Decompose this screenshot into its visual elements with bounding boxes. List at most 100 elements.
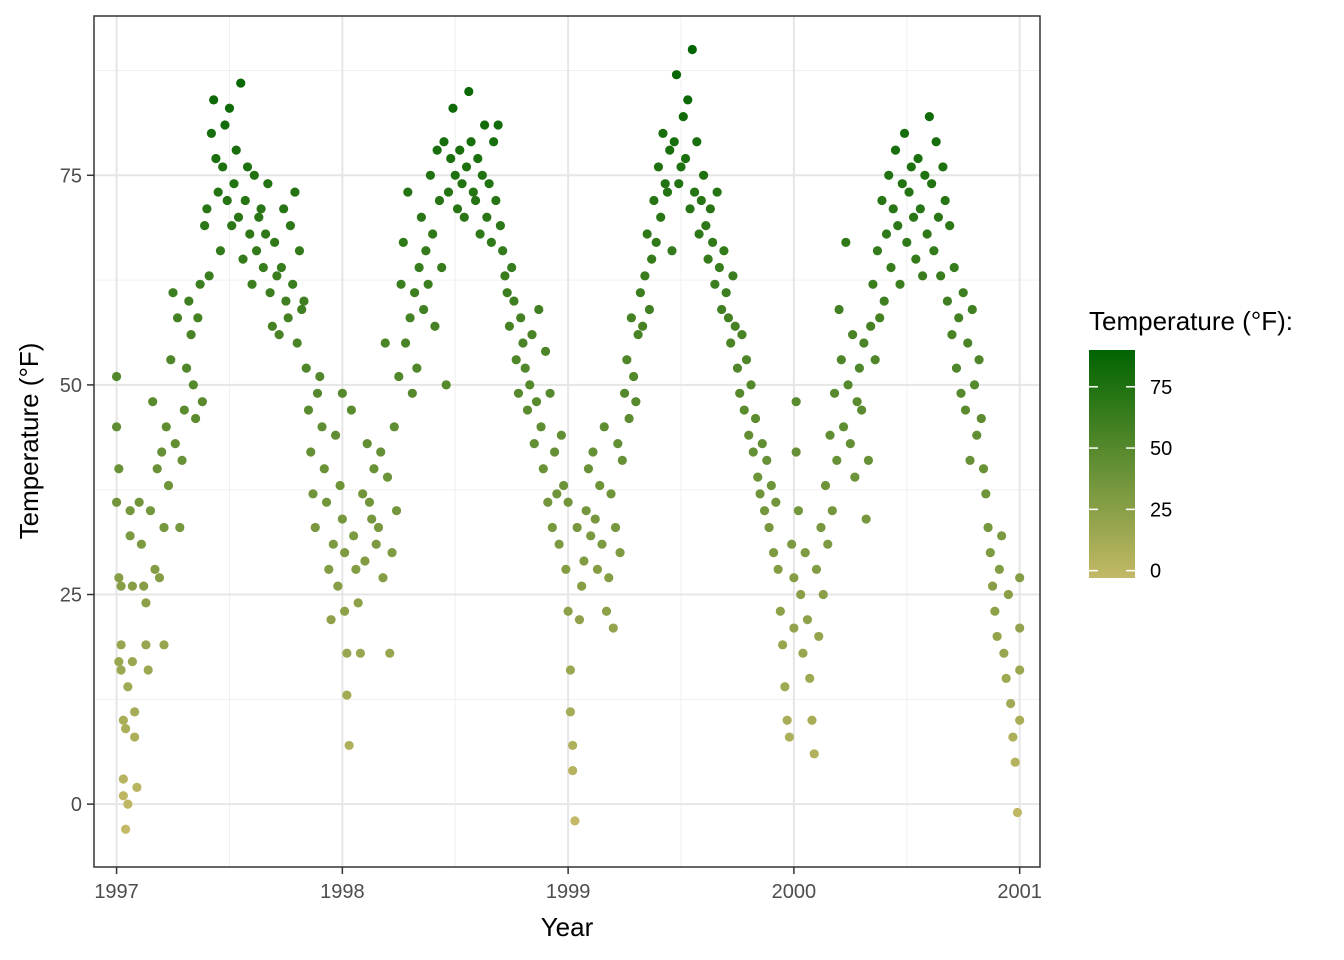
data-point xyxy=(159,522,169,533)
data-point xyxy=(489,137,499,147)
data-point xyxy=(215,246,226,256)
data-point xyxy=(111,371,122,382)
data-point xyxy=(872,246,883,256)
data-point xyxy=(841,237,851,247)
data-point xyxy=(793,506,804,516)
data-point xyxy=(999,648,1009,658)
data-point xyxy=(879,296,889,306)
data-point xyxy=(224,103,235,113)
data-point xyxy=(152,464,162,474)
data-point xyxy=(353,598,363,608)
data-point xyxy=(206,128,217,138)
data-point xyxy=(965,455,975,465)
data-point xyxy=(884,170,894,180)
data-point xyxy=(954,313,964,323)
data-point xyxy=(820,480,831,491)
data-point xyxy=(527,330,537,340)
data-point xyxy=(326,615,336,625)
data-point xyxy=(520,363,530,373)
data-point xyxy=(263,179,273,189)
data-point xyxy=(689,187,700,197)
data-point xyxy=(852,397,862,407)
data-point xyxy=(260,229,271,239)
data-point xyxy=(136,539,147,549)
data-point xyxy=(800,547,810,558)
data-point xyxy=(432,145,442,155)
data-point xyxy=(938,162,948,172)
data-point xyxy=(629,371,639,382)
data-point xyxy=(868,279,878,289)
data-point xyxy=(315,371,325,382)
data-point xyxy=(586,531,596,541)
data-point xyxy=(536,422,546,432)
data-point xyxy=(969,380,980,390)
data-point xyxy=(405,313,415,323)
data-point xyxy=(610,522,621,533)
data-point xyxy=(290,187,300,197)
data-point xyxy=(193,313,203,323)
data-point xyxy=(330,430,341,440)
data-point xyxy=(708,237,718,247)
y-tick-label: 0 xyxy=(71,794,82,816)
data-point xyxy=(121,824,131,834)
data-point xyxy=(667,246,677,256)
data-point xyxy=(362,438,372,449)
data-point xyxy=(563,606,573,616)
data-point xyxy=(525,380,535,390)
data-point xyxy=(522,405,533,415)
data-point xyxy=(446,153,456,164)
data-point xyxy=(240,195,250,206)
data-point xyxy=(127,581,137,591)
data-point xyxy=(308,489,318,499)
data-point xyxy=(516,313,526,323)
data-point xyxy=(227,221,237,231)
data-point xyxy=(114,573,124,583)
data-point xyxy=(915,204,925,214)
data-point xyxy=(534,304,544,315)
data-point xyxy=(141,640,151,650)
data-point xyxy=(570,816,580,826)
data-point xyxy=(400,338,411,348)
data-point xyxy=(181,363,192,373)
color-legend: Temperature (°F): 0 25 50 75 xyxy=(1089,306,1293,583)
data-point xyxy=(656,212,666,222)
data-point xyxy=(184,296,194,306)
data-point xyxy=(486,237,496,247)
data-point xyxy=(606,489,616,499)
data-point xyxy=(859,338,869,348)
data-point xyxy=(748,447,758,457)
data-point xyxy=(866,321,876,331)
data-point xyxy=(371,539,381,549)
data-point xyxy=(559,480,569,491)
data-point xyxy=(897,179,907,189)
legend-colorbar xyxy=(1089,350,1135,578)
data-point xyxy=(538,464,548,474)
data-point xyxy=(360,556,370,566)
data-point xyxy=(443,187,454,197)
data-point xyxy=(340,547,350,558)
y-axis-title: Temperature (°F) xyxy=(14,343,44,540)
data-point xyxy=(983,522,993,533)
data-point xyxy=(1006,698,1016,709)
data-point xyxy=(116,640,126,650)
data-point xyxy=(297,304,307,315)
data-point xyxy=(676,162,686,172)
data-point xyxy=(662,187,673,197)
data-point xyxy=(130,732,140,742)
data-point xyxy=(658,128,668,138)
data-point xyxy=(175,522,185,533)
data-point xyxy=(723,313,734,323)
data-point xyxy=(369,464,379,474)
data-point xyxy=(317,422,327,432)
data-point xyxy=(509,296,519,306)
data-point xyxy=(256,204,266,214)
data-point xyxy=(166,355,176,365)
data-point xyxy=(906,162,916,172)
data-point xyxy=(518,338,528,348)
data-point xyxy=(396,279,406,289)
data-point xyxy=(845,438,855,449)
data-point xyxy=(229,179,239,189)
data-point xyxy=(430,321,440,331)
data-point xyxy=(583,464,594,474)
data-point xyxy=(811,564,822,574)
